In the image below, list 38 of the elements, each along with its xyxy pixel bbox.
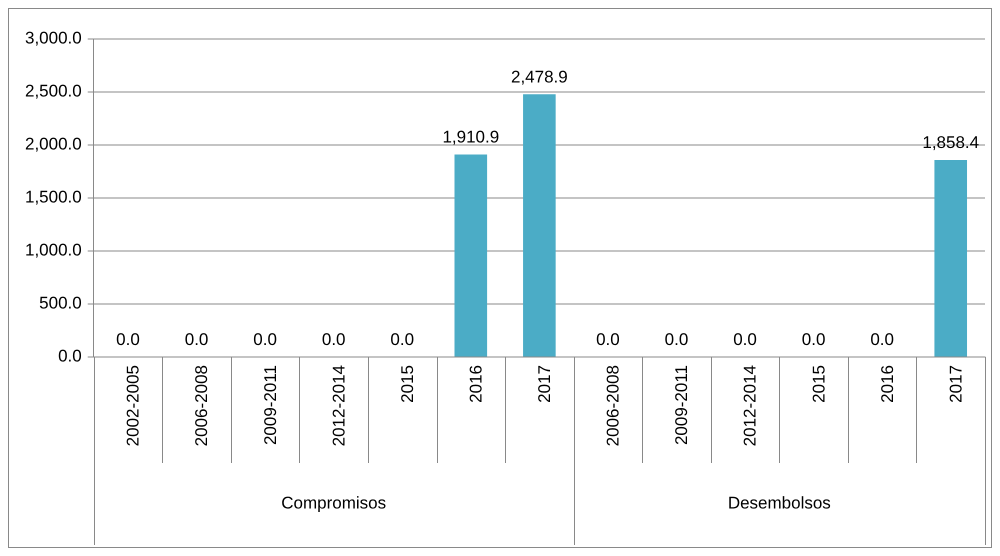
data-label: 0.0 [596,330,620,350]
x-tick-label: 2015 [398,365,417,403]
text: Compromisos [281,494,386,513]
data-label: 0.0 [664,330,688,350]
x-tick-label: 2006-2008 [192,365,212,446]
y-tick-label: 2,500.0 [24,82,82,101]
data-label: 0.0 [390,330,414,350]
y-tick-label: 2,000.0 [24,134,82,154]
y-tick-label: 1,500.0 [24,188,82,207]
x-tick-label: 2017 [946,365,966,403]
data-label: 0.0 [870,330,894,350]
x-tick-label: 2015 [809,365,828,403]
data-label: 0.0 [322,330,346,350]
data-label: 0.0 [253,330,277,350]
bar [523,94,556,356]
x-tick-label: 2012-2014 [740,365,760,446]
data-label: 0.0 [184,330,208,350]
data-label: 0.0 [802,330,826,350]
x-tick-label: 2012-2014 [329,365,348,446]
x-tick-label: 2002-2005 [124,365,143,446]
x-tick-label: 2016 [878,365,897,403]
y-tick-label: 1,000.0 [24,240,82,260]
x-tick-label: 2006-2008 [604,365,623,446]
data-label: 1,858.4 [922,133,980,152]
y-tick-label: 3,000.0 [24,28,82,48]
text: Desembolsos [728,494,831,513]
x-tick-label: 2009-2011 [260,365,280,446]
x-tick-label: 2017 [535,365,554,403]
bar [934,160,968,356]
data-label: 2,478.9 [510,67,568,86]
x-tick-label: 2009-2011 [672,365,692,446]
y-tick-label: 500.0 [39,294,82,313]
data-label: 1,910.9 [442,128,500,147]
y-tick-label: 0.0 [58,346,82,366]
data-label: 0.0 [116,330,140,350]
data-label: 0.0 [733,330,757,350]
x-tick-label: 2016 [466,365,486,403]
bar [454,154,488,356]
